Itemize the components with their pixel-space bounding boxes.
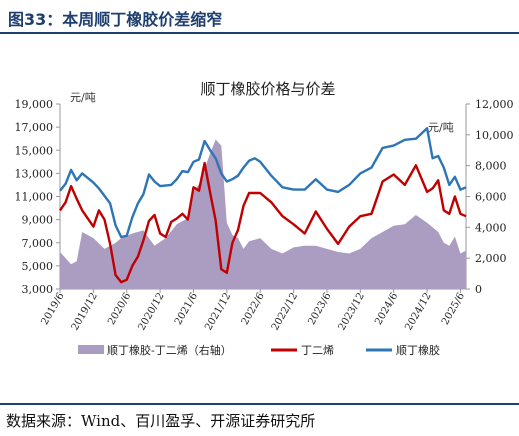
x-axis-tick-label: 2019/6 [39,291,66,327]
source-note: 数据来源：Wind、百川盈孚、开源证券研究所 [6,412,316,430]
figure-title: 图33：本周顺丁橡胶价差缩窄 [8,10,223,29]
chart-title: 顺丁橡胶价格与价差 [200,80,335,98]
right-axis-tick-label: 6,000 [475,191,507,204]
series-line-butadiene [59,161,467,284]
right-axis-tick-label: 0 [475,283,482,296]
left-axis-tick-label: 11,000 [15,191,54,204]
x-axis-tick-label: 2022/12 [270,291,300,332]
x-axis-tick-label: 2021/6 [173,291,200,327]
left-axis-tick-label: 19,000 [15,98,54,111]
x-axis-tick-label: 2020/6 [106,291,133,327]
title-rule [0,32,519,34]
left-axis-tick-label: 15,000 [15,144,54,157]
x-axis-tick-label: 2019/12 [70,291,100,332]
left-axis-tick-label: 13,000 [15,167,54,180]
right-axis-tick-label: 4,000 [475,221,507,234]
source-rule [0,403,519,405]
legend-label-butadiene: 丁二烯 [301,344,334,357]
left-axis-tick-label: 9,000 [22,214,54,227]
left-axis-tick-label: 7,000 [22,237,54,250]
legend: 顺丁橡胶-丁二烯（右轴） 丁二烯 顺丁橡胶 [78,343,440,357]
left-axis-tick-label: 3,000 [22,283,54,296]
chart-area: 顺丁橡胶价格与价差 元/吨 元/吨 3,000 5,000 7,000 9,000 11… [15,80,514,357]
series-area-spread [60,139,466,289]
x-axis-tick-label: 2022/6 [240,291,267,327]
series-line-rubber [59,127,467,239]
right-axis-tick-label: 8,000 [475,160,507,173]
right-axis-tick-label: 10,000 [475,129,514,142]
x-axis-tick-label: 2023/12 [337,291,367,332]
right-axis-tick-label: 2,000 [475,252,507,265]
x-axis-tick-label: 2024/12 [403,291,433,332]
left-axis-unit: 元/吨 [70,91,96,104]
legend-label-spread: 顺丁橡胶-丁二烯（右轴） [107,343,232,357]
left-axis-tick-label: 17,000 [15,121,54,134]
right-axis-tick-label: 12,000 [475,98,514,111]
legend-swatch-spread [78,345,104,354]
legend-label-rubber: 顺丁橡胶 [396,343,440,357]
x-axis-tick-label: 2023/6 [306,291,333,327]
x-axis-tick-label: 2021/12 [203,291,233,332]
left-axis-tick-label: 5,000 [22,260,54,273]
x-axis-tick-label: 2020/12 [136,291,166,332]
x-axis-tick-label: 2024/6 [373,291,400,327]
x-axis-tick-label: 2025/6 [440,291,467,327]
right-axis-unit: 元/吨 [428,121,454,134]
